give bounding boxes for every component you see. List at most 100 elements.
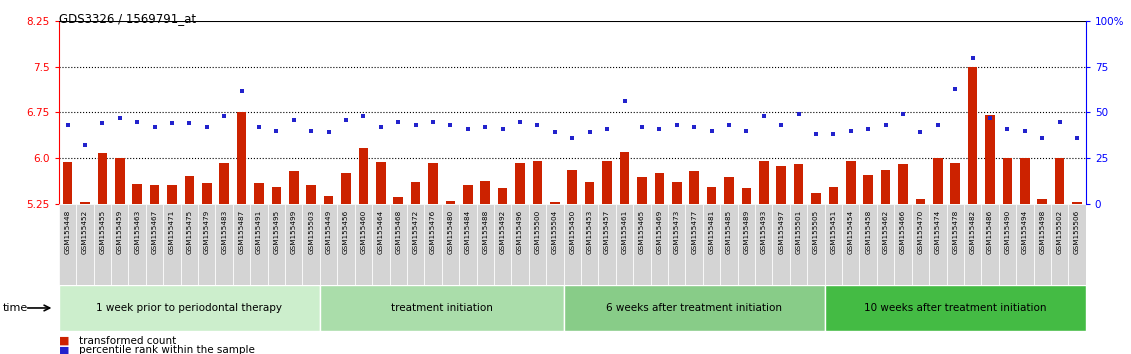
Bar — [650, 204, 668, 285]
Text: percentile rank within the sample: percentile rank within the sample — [79, 346, 256, 354]
Text: ■: ■ — [59, 336, 69, 346]
Bar — [115, 158, 124, 204]
Text: GSM155461: GSM155461 — [622, 210, 628, 254]
FancyBboxPatch shape — [59, 285, 320, 331]
Point — [528, 122, 546, 128]
Text: GSM155460: GSM155460 — [361, 210, 366, 254]
Bar — [476, 204, 494, 285]
Point — [702, 128, 720, 133]
Bar — [494, 204, 511, 285]
Bar — [407, 204, 424, 285]
Point — [93, 120, 111, 126]
Bar — [846, 161, 855, 204]
Bar — [97, 153, 107, 204]
Text: GSM155500: GSM155500 — [535, 210, 541, 254]
Point — [285, 117, 303, 122]
Point — [163, 120, 181, 126]
Text: time: time — [2, 303, 27, 313]
Bar — [1016, 204, 1034, 285]
Text: GSM155458: GSM155458 — [865, 210, 871, 254]
Point — [111, 115, 129, 121]
Bar — [603, 161, 612, 204]
Bar — [863, 175, 873, 204]
Text: GSM155473: GSM155473 — [674, 210, 680, 254]
Bar — [459, 204, 476, 285]
Bar — [285, 204, 302, 285]
Bar — [394, 198, 403, 204]
Bar — [511, 204, 529, 285]
Bar — [271, 187, 282, 204]
Bar — [290, 171, 299, 204]
Bar — [411, 182, 421, 204]
Point — [389, 119, 407, 124]
Bar — [982, 204, 999, 285]
Bar — [668, 204, 685, 285]
Point — [233, 88, 251, 93]
Bar — [877, 204, 895, 285]
Text: GSM155452: GSM155452 — [81, 210, 88, 254]
Bar — [568, 170, 577, 204]
Point — [76, 142, 94, 148]
Bar — [759, 161, 769, 204]
Bar — [529, 204, 546, 285]
FancyBboxPatch shape — [824, 285, 1086, 331]
FancyBboxPatch shape — [320, 285, 563, 331]
Bar — [516, 163, 525, 204]
Bar — [776, 166, 786, 204]
Text: GSM155482: GSM155482 — [969, 210, 976, 254]
Point — [912, 130, 930, 135]
Point — [667, 122, 685, 128]
Text: GSM155453: GSM155453 — [587, 210, 593, 254]
Bar — [323, 196, 334, 204]
Text: GSM155456: GSM155456 — [343, 210, 349, 254]
Bar — [585, 182, 595, 204]
Text: GSM155499: GSM155499 — [291, 210, 296, 254]
Bar — [898, 164, 908, 204]
Text: GSM155474: GSM155474 — [935, 210, 941, 254]
Bar — [146, 204, 163, 285]
Bar — [62, 162, 72, 204]
Bar — [163, 204, 181, 285]
Bar — [219, 163, 228, 204]
Text: GSM155459: GSM155459 — [116, 210, 123, 254]
Bar — [254, 183, 264, 204]
Bar — [1034, 204, 1051, 285]
Point — [929, 122, 947, 128]
Text: 10 weeks after treatment initiation: 10 weeks after treatment initiation — [864, 303, 1046, 313]
Bar — [947, 204, 964, 285]
Text: GSM155471: GSM155471 — [169, 210, 175, 254]
Point — [947, 86, 965, 92]
Bar — [129, 204, 146, 285]
Point — [424, 119, 442, 124]
Text: GSM155466: GSM155466 — [900, 210, 906, 254]
Point — [59, 122, 77, 128]
Point — [981, 115, 999, 121]
Bar — [337, 204, 355, 285]
Bar — [550, 202, 560, 204]
Point — [860, 126, 878, 132]
Bar — [824, 204, 843, 285]
Bar — [637, 177, 647, 204]
Point — [302, 128, 320, 133]
Bar — [950, 163, 960, 204]
Point — [877, 122, 895, 128]
Text: GSM155501: GSM155501 — [795, 210, 802, 254]
Text: GSM155479: GSM155479 — [204, 210, 209, 254]
Bar — [198, 204, 216, 285]
Text: GSM155497: GSM155497 — [778, 210, 784, 254]
Bar — [707, 187, 716, 204]
Text: GSM155487: GSM155487 — [239, 210, 244, 254]
Point — [180, 120, 198, 126]
Bar — [789, 204, 808, 285]
Bar — [968, 67, 977, 204]
Bar — [912, 204, 929, 285]
Point — [215, 113, 233, 119]
Point — [476, 124, 494, 130]
Point — [737, 128, 756, 133]
Bar — [498, 188, 508, 204]
Bar — [999, 204, 1016, 285]
Point — [580, 130, 598, 135]
Bar — [689, 171, 699, 204]
Text: GSM155490: GSM155490 — [1004, 210, 1010, 254]
Text: GSM155503: GSM155503 — [309, 210, 314, 254]
